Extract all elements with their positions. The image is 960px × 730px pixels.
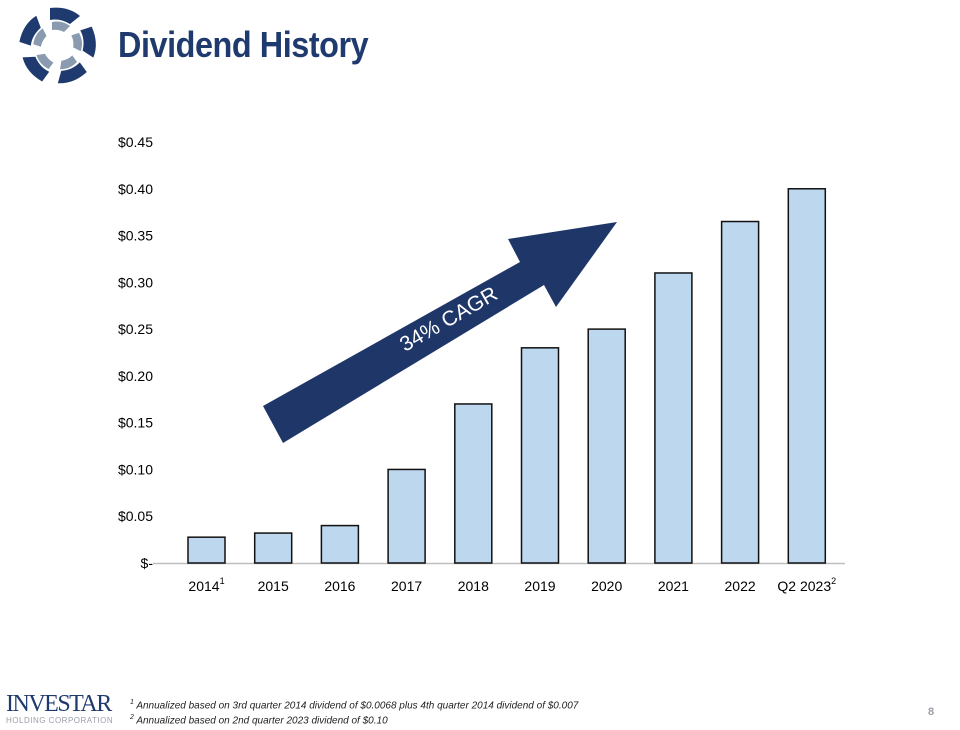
- x-tick-label: 2019: [524, 578, 555, 594]
- bar-2018: [454, 403, 493, 564]
- company-logo: [17, 7, 102, 88]
- footnote-2: 2 Annualized based on 2nd quarter 2023 d…: [130, 714, 388, 727]
- page-title: Dividend History: [118, 24, 369, 65]
- x-tick-label: 2015: [258, 578, 289, 594]
- x-tick-label: 2020: [591, 578, 622, 594]
- x-tick-label: 2017: [391, 578, 422, 594]
- bar-2022: [720, 220, 760, 564]
- bar-2017: [387, 468, 426, 564]
- y-tick-label: $0.20: [118, 368, 153, 384]
- y-tick-label: $0.25: [118, 321, 153, 337]
- x-tick-label: 2018: [458, 578, 489, 594]
- y-tick-label: $0.45: [118, 134, 153, 150]
- y-tick-label: $0.10: [118, 461, 153, 477]
- footnote-1: 1 Annualized based on 3rd quarter 2014 d…: [130, 699, 579, 712]
- x-tick-label: 2021: [658, 578, 689, 594]
- page-number: 8: [928, 706, 935, 718]
- bar-Q2 2023: [787, 188, 827, 564]
- bar-2021: [654, 272, 693, 564]
- bar-2015: [253, 532, 293, 564]
- y-tick-label: $0.40: [118, 181, 153, 197]
- y-tick-label: $0.05: [118, 508, 153, 524]
- brand-name: INVESTAR: [6, 691, 112, 717]
- y-tick-label: $0.35: [118, 228, 153, 244]
- y-tick-label: $0.15: [118, 415, 153, 431]
- bar-2016: [320, 524, 360, 564]
- x-tick-label: Q2 20232: [777, 576, 836, 594]
- x-tick-label: 2022: [725, 578, 756, 594]
- bar-2019: [520, 347, 560, 564]
- dividend-bar-chart: $- $0.05 $0.10 $0.15 $0.20 $0.25 $0.30 $0.35 $0.…: [118, 134, 845, 594]
- y-tick-label: $0.30: [118, 274, 153, 290]
- bar-2014: [187, 536, 226, 564]
- brand-logo: INVESTAR HOLDING CORPORATION: [6, 692, 122, 725]
- x-tick-label: 2016: [324, 578, 355, 594]
- x-tick-label: 20141: [188, 576, 224, 594]
- bar-2020: [587, 328, 626, 564]
- cagr-arrow: 34% CAGR: [263, 222, 617, 443]
- y-tick-label: $-: [141, 555, 154, 571]
- brand-subtitle: HOLDING CORPORATION: [6, 716, 114, 725]
